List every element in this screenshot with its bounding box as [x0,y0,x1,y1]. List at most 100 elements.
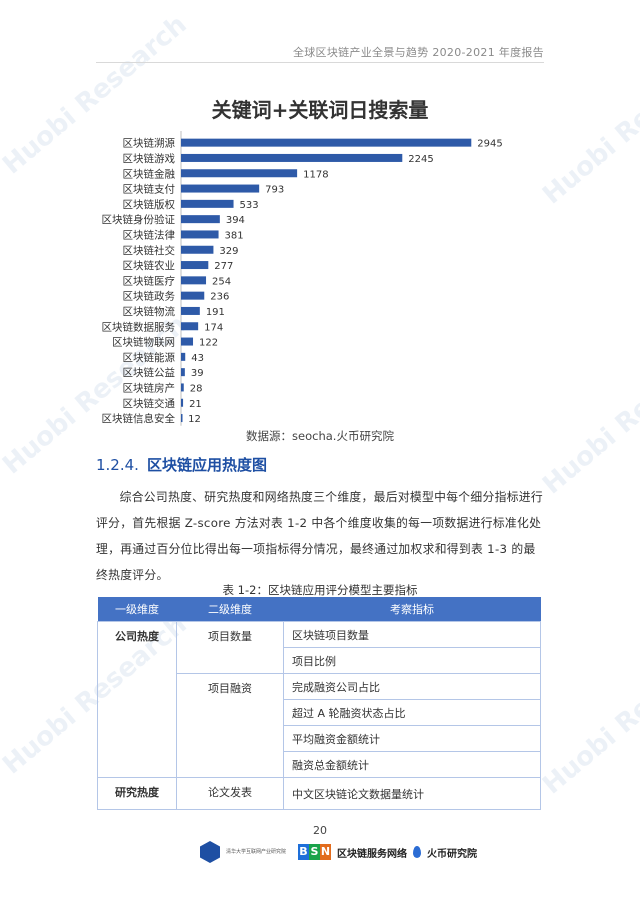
category-label: 区块链交通 [123,397,176,410]
category-label: 区块链物流 [123,305,176,318]
bsn-name: 区块链服务网络 [337,848,407,860]
data-label: 793 [265,185,284,196]
category-label: 区块链溯源 [123,137,176,150]
l2-cell: 项目数量 [176,621,284,674]
body-paragraph: 综合公司热度、研究热度和网络热度三个维度，最后对模型中每个细分指标进行评分，首先… [96,490,543,582]
category-label: 区块链支付 [123,183,176,196]
category-label: 区块链金融 [123,167,176,180]
chart-title: 关键词+关联词日搜索量 [211,98,429,122]
section-title-text: 区块链应用热度图 [146,456,267,474]
data-label: 2945 [477,139,502,150]
bar [181,230,219,239]
bsn-letter: B [298,844,309,860]
data-label: 122 [199,338,218,349]
category-label: 区块链政务 [123,290,176,303]
data-label: 39 [191,368,204,379]
section-heading: 1.2.4. 区块链应用热度图 [96,454,267,475]
table-row: 研究热度 论文发表 中文区块链论文数据量统计 [97,777,541,810]
bar [181,306,200,315]
data-label: 1178 [303,169,328,180]
l2-cell: 论文发表 [176,777,284,810]
bar [181,352,186,361]
category-label: 区块链农业 [123,259,176,272]
l1-cell: 公司热度 [97,621,177,778]
data-label: 174 [204,322,223,333]
category-label: 区块链物联网 [112,336,175,349]
bar [181,199,234,208]
bar [181,215,220,224]
institute-logo-icon [200,841,220,863]
bar [181,368,185,377]
bsn-logo: B S N [298,844,331,860]
category-label: 区块链数据服务 [102,320,176,333]
bar [181,138,472,147]
bar [181,322,199,331]
data-label: 381 [225,230,244,241]
table-row: 项目融资 完成融资公司占比 [98,673,541,778]
indicator-cell: 平均融资金额统计 [283,725,541,752]
section-number: 1.2.4. [96,456,139,474]
indicator-cell: 完成融资公司占比 [283,673,541,700]
chart-svg: 区块链溯源 2945 区块链游戏 2245 区块链金融 1178 区块链支付 793 区块链版权… [102,131,503,426]
bar [181,291,205,300]
bar [181,337,194,346]
bar [181,245,214,254]
bar [181,153,403,162]
bar [181,184,260,193]
bar [181,261,209,270]
category-label: 区块链能源 [123,351,176,364]
table-header-cell: 考察指标 [283,597,541,622]
table-caption: 表 1-2：区块链应用评分模型主要指标 [222,583,418,597]
bar [181,398,184,407]
data-label: 277 [214,261,233,272]
category-label: 区块链游戏 [123,152,176,165]
category-label: 区块链身份验证 [102,213,176,226]
chart-source: 数据源：seocha.火币研究院 [246,429,394,443]
data-label: 28 [190,383,203,394]
indicator-cell: 区块链项目数量 [283,621,541,648]
data-label: 21 [189,399,202,410]
data-label: 191 [206,307,225,318]
table-header-cell: 二级维度 [176,597,284,622]
bar [181,414,183,423]
indicator-cell: 项目比例 [283,647,541,674]
indicator-cell: 融资总金额统计 [283,751,541,778]
category-label: 区块链公益 [123,366,176,379]
footer-logos: 清华大学互联网产业研究院 B S N 区块链服务网络 火币研究院 [200,838,477,866]
bsn-letter: N [320,844,331,860]
running-header: 全球区块链产业全景与趋势 2020-2021 年度报告 [292,46,544,59]
category-label: 区块链医疗 [123,274,176,287]
watermark: Huobi Research [537,629,640,801]
indicator-table: 一级维度 二级维度 考察指标 公司热度 项目数量 区块链项目数量 项目比例 项目… [97,597,541,810]
data-label: 533 [240,200,259,211]
data-label: 254 [212,276,231,287]
indicator-cell: 超过 A 轮融资状态占比 [283,699,541,726]
header-divider [96,62,544,63]
page-number: 20 [313,824,327,837]
bar [181,276,207,285]
indicator-cell: 中文区块链论文数据量统计 [283,777,541,810]
category-label: 区块链社交 [123,244,176,257]
bar-chart: 关键词+关联词日搜索量 区块链溯源 2945 区块链游戏 2245 区块链金融 1178 区… [0,86,640,446]
table-header-cell: 一级维度 [97,597,177,622]
l1-cell: 研究热度 [97,777,177,810]
data-label: 236 [210,292,229,303]
huobi-flame-icon [413,846,421,858]
data-label: 12 [188,414,201,425]
category-label: 区块链法律 [123,228,176,241]
table-header-row: 一级维度 二级维度 考察指标 [97,597,541,622]
category-label: 区块链版权 [123,198,176,211]
table-row: 项目比例 [98,647,541,674]
bsn-letter: S [309,844,320,860]
data-label: 394 [226,215,245,226]
table-row: 公司热度 项目数量 区块链项目数量 [97,621,541,778]
huobi-research-name: 火币研究院 [427,848,477,860]
l2-cell: 项目融资 [176,673,284,778]
bar [181,169,298,178]
data-label: 2245 [408,154,433,165]
institute-name: 清华大学互联网产业研究院 [226,848,287,855]
category-label: 区块链房产 [123,381,176,394]
category-label: 区块链信息安全 [102,412,176,425]
bar [181,383,184,392]
data-label: 43 [191,353,204,364]
